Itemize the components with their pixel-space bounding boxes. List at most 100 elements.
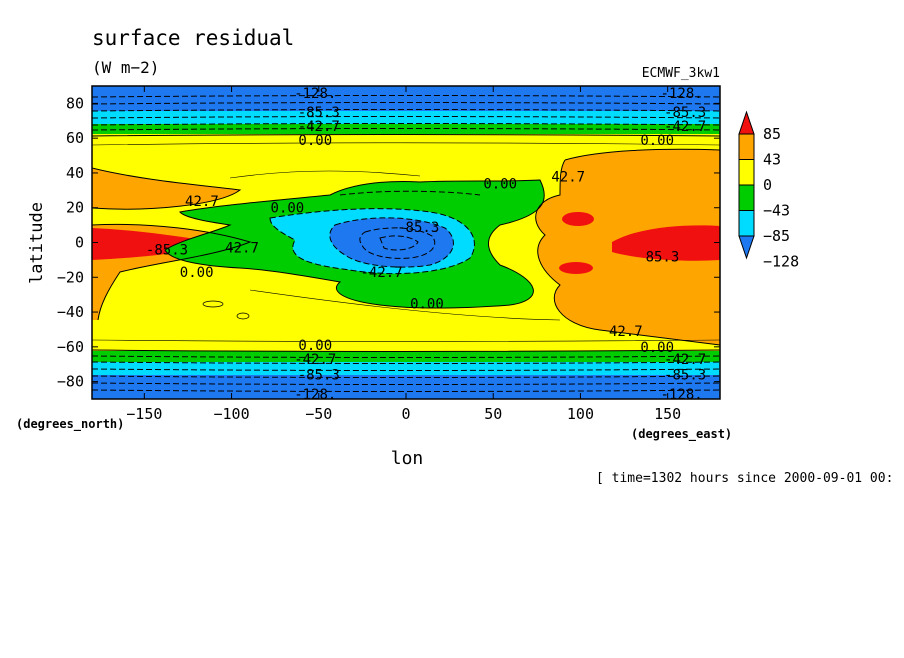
x-axis-label: lon	[391, 448, 424, 469]
colorbar-swatch	[738, 235, 755, 260]
contour-label: 0.00	[483, 176, 517, 192]
negative-contours	[92, 95, 720, 392]
contour-line	[92, 134, 720, 137]
contour-label: -128.	[661, 387, 703, 403]
plot-area: -128. -128.-85.3 -85.3-42.7 -42.70.00 0.0042…	[92, 86, 720, 403]
contour-label: 42.7	[185, 194, 219, 210]
colorbar-label: 85	[763, 125, 781, 143]
colorbar-label: −128	[763, 253, 799, 271]
x-tick-label: −100	[213, 405, 249, 423]
contour-line	[92, 375, 720, 378]
contour-line	[236, 312, 250, 320]
contour-label: 0.00	[410, 296, 444, 312]
contour-label: -85.3	[664, 105, 706, 121]
y-tick-label: 0	[75, 234, 84, 252]
contour-line	[92, 128, 720, 131]
y-tick-label: −60	[57, 338, 84, 356]
contour-line	[92, 389, 720, 392]
contour-label: -85.3	[298, 368, 340, 384]
dataset-label: ECMWF_3kw1	[642, 66, 720, 81]
y-axis: 80 60 40 20 0 −20 −40 −60 −80	[57, 94, 720, 391]
x-tick-label: 0	[401, 405, 410, 423]
contour-label: -128.	[294, 387, 336, 403]
colorbar-label: 0	[763, 176, 772, 194]
time-annotation: [ time=1302 hours since 2000-09-01 00:	[596, 471, 893, 486]
contour-label: 0.00	[271, 201, 305, 217]
contour-labels: -128. -128.-85.3 -85.3-42.7 -42.70.00 0.0042…	[146, 86, 706, 403]
colorbar-label: −85	[763, 227, 790, 245]
contour-label: 42.7	[551, 169, 585, 185]
contour-label: 85.3	[646, 249, 680, 265]
band-north-green	[92, 124, 720, 134]
contour-line	[92, 109, 720, 112]
y-axis-label: latitude	[27, 202, 47, 284]
colorbar-swatch	[738, 184, 755, 211]
contour-line	[202, 300, 224, 308]
contour-label: -128.	[661, 86, 703, 102]
contour-label: -85.3	[146, 242, 188, 258]
region-east-red-south	[559, 262, 593, 274]
band-south-green	[92, 351, 720, 362]
contour-line	[92, 368, 720, 371]
band-south-cyan	[92, 362, 720, 375]
contour-label: -42.7	[664, 352, 706, 368]
contour-label: -42.7	[294, 352, 336, 368]
contour-line	[92, 355, 720, 358]
colorbar-swatch	[738, 133, 755, 160]
contour-line	[339, 190, 481, 196]
x-tick-label: 100	[567, 405, 594, 423]
contour-line	[92, 116, 720, 119]
contour-line	[92, 142, 720, 146]
y-tick-label: 60	[66, 129, 84, 147]
contour-line	[379, 235, 419, 251]
y-tick-label: −40	[57, 303, 84, 321]
contour-line	[92, 95, 720, 98]
region-east-red-north	[562, 212, 594, 226]
contour-label: 0.00	[640, 340, 674, 356]
region-west-red	[92, 228, 228, 260]
y-tick-label: 80	[66, 94, 84, 112]
y-tick-label: 40	[66, 164, 84, 182]
contour-line	[92, 361, 720, 364]
contour-line	[92, 223, 252, 321]
y-tick-label: −20	[57, 268, 84, 286]
x-axis: −150 −100 −50 0 50 100 150	[126, 86, 681, 423]
x-tick-label: −150	[126, 405, 162, 423]
contour-line	[269, 208, 475, 275]
contour-label: 0.00	[640, 133, 674, 149]
contour-line	[92, 167, 242, 210]
region-east-red	[612, 225, 720, 261]
contour-label: -42.7	[298, 119, 340, 135]
contour-label: -42.7	[664, 119, 706, 135]
contour-label: 0.00	[298, 133, 332, 149]
contour-line	[92, 102, 720, 105]
contour-label: -85.3	[298, 105, 340, 121]
contour-label: 0.00	[180, 265, 214, 281]
colorbar-swatch	[738, 159, 755, 186]
y-tick-label: −80	[57, 373, 84, 391]
contour-label: -85.3	[664, 368, 706, 384]
contour-line	[92, 123, 720, 126]
contour-line	[92, 339, 720, 342]
band-north-cyan	[92, 111, 720, 124]
contour-line	[92, 349, 720, 352]
contour-label: 42.7	[609, 324, 643, 340]
colorbar-swatch	[738, 210, 755, 237]
x-tick-label: 150	[654, 405, 681, 423]
colorbar-label: 43	[763, 151, 781, 169]
colorbar-label: −43	[763, 202, 790, 220]
contour-label: -128.	[294, 86, 336, 102]
chart-title: surface residual	[92, 26, 294, 50]
contour-label: 42.7	[225, 241, 259, 257]
contour-line	[164, 179, 545, 309]
contour-line	[329, 217, 454, 268]
y-tick-label: 20	[66, 199, 84, 217]
contour-line	[92, 382, 720, 385]
x-tick-label: 50	[484, 405, 502, 423]
x-tick-label: −50	[305, 405, 332, 423]
contour-label: 0.00	[298, 338, 332, 354]
contour-line	[359, 227, 436, 259]
region-west-north-orange	[92, 168, 240, 210]
